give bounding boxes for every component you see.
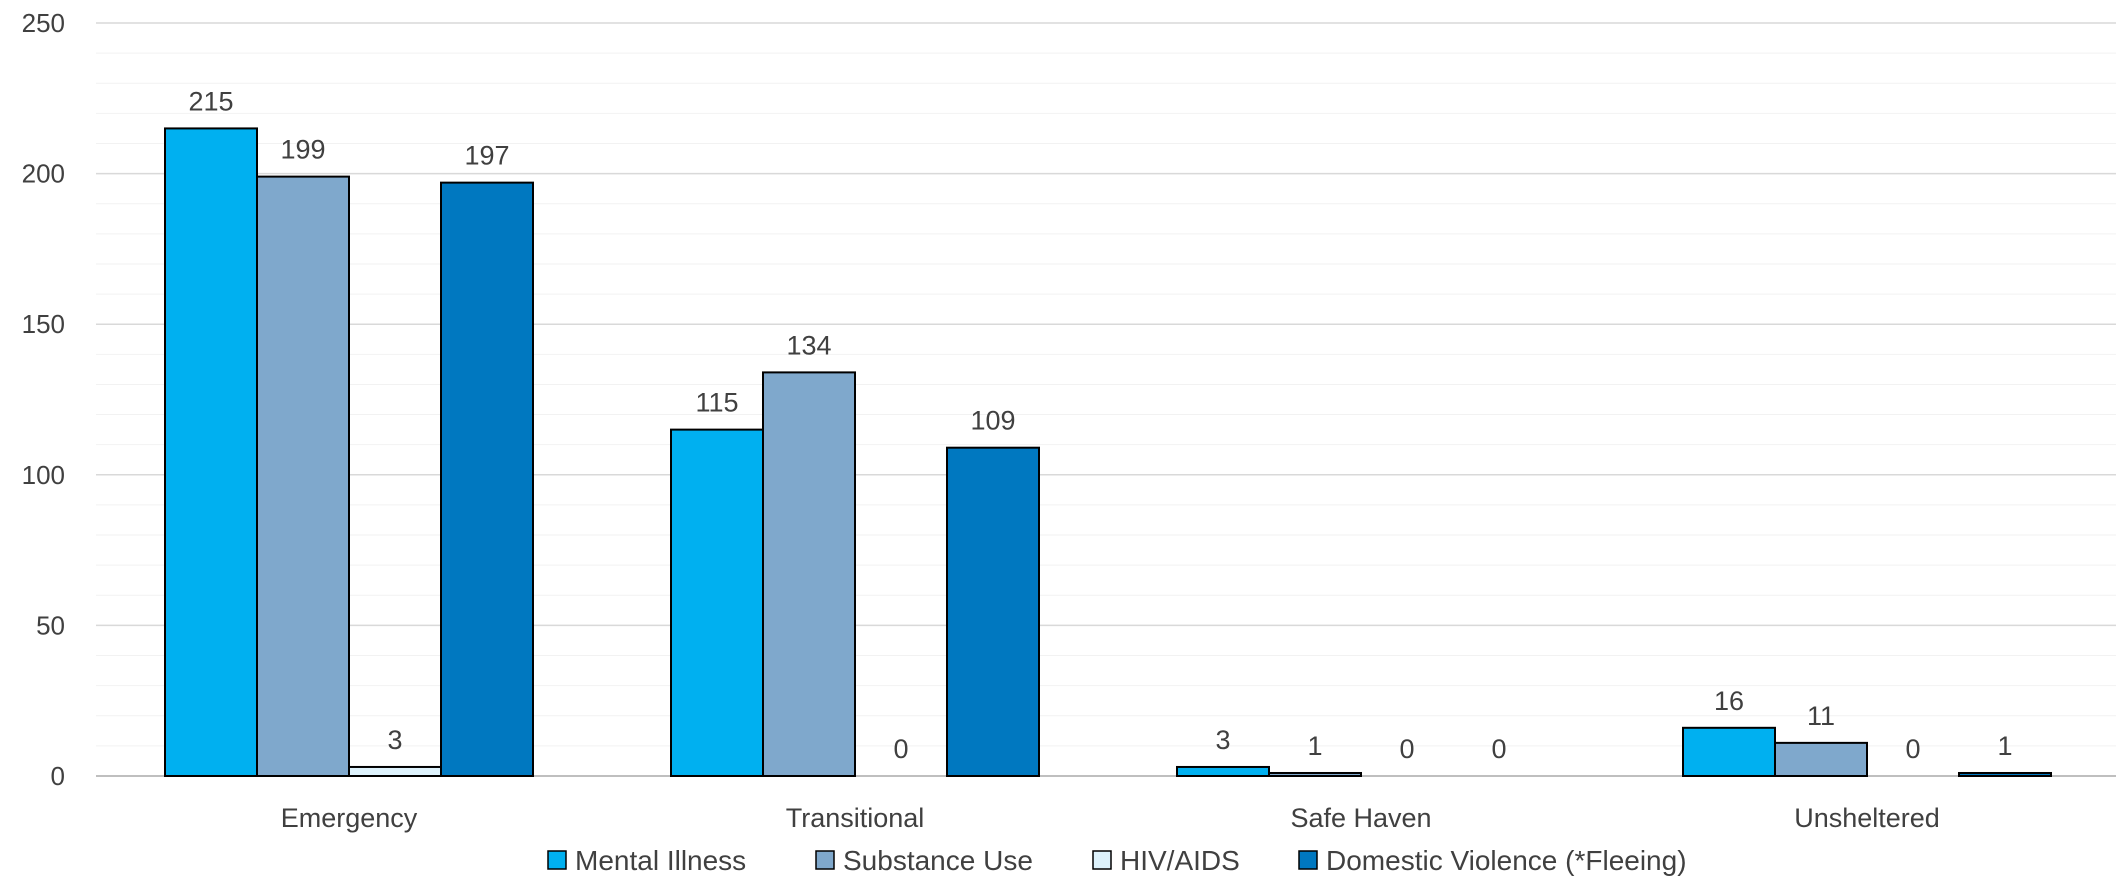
legend-label-hiv-aids: HIV/AIDS: [1120, 845, 1240, 876]
data-label-mental-illness-emergency: 215: [188, 86, 233, 116]
legend-label-domestic-violence-fleeing: Domestic Violence (*Fleeing): [1326, 845, 1687, 876]
y-tick-label: 50: [36, 610, 65, 640]
data-label-hiv-aids-safe-haven: 0: [1399, 734, 1414, 764]
bar-substance-use-transitional[interactable]: [762, 371, 856, 777]
bar-substance-use-safe-haven[interactable]: [1268, 771, 1362, 777]
data-label-domestic-violence-fleeing-transitional: 109: [970, 406, 1015, 436]
y-tick-label: 0: [51, 761, 65, 791]
legend: Mental Illness Substance Use HIV/AIDS Domes…: [547, 845, 1687, 876]
legend-swatch-hiv-aids: [1092, 850, 1112, 870]
bar-hiv-aids-emergency[interactable]: [348, 765, 442, 777]
data-label-hiv-aids-emergency: 3: [387, 725, 402, 755]
bar-mental-illness-unsheltered[interactable]: [1682, 726, 1776, 777]
legend-label-mental-illness: Mental Illness: [575, 845, 746, 876]
bar-layer: [164, 127, 2052, 778]
x-category-label: Emergency: [281, 803, 418, 833]
x-category-label: Transitional: [786, 803, 925, 833]
y-tick-label: 250: [22, 8, 65, 38]
bar-substance-use-unsheltered[interactable]: [1774, 741, 1868, 777]
data-label-domestic-violence-fleeing-unsheltered: 1: [1997, 731, 2012, 761]
y-tick-label: 100: [22, 460, 65, 490]
legend-swatch-substance-use: [815, 850, 835, 870]
y-tick-label: 200: [22, 159, 65, 189]
bar-domestic-violence-fleeing-transitional[interactable]: [946, 446, 1040, 777]
bar-substance-use-emergency[interactable]: [256, 175, 350, 777]
data-label-mental-illness-safe-haven: 3: [1215, 725, 1230, 755]
legend-swatch-domestic-violence-fleeing: [1298, 850, 1318, 870]
bar-mental-illness-safe-haven[interactable]: [1176, 765, 1270, 777]
data-label-hiv-aids-transitional: 0: [893, 734, 908, 764]
x-category-label: Safe Haven: [1290, 803, 1431, 833]
bar-mental-illness-emergency[interactable]: [164, 127, 258, 778]
data-label-domestic-violence-fleeing-safe-haven: 0: [1491, 734, 1506, 764]
data-label-substance-use-safe-haven: 1: [1307, 731, 1322, 761]
data-label-mental-illness-unsheltered: 16: [1714, 686, 1744, 716]
data-label-hiv-aids-unsheltered: 0: [1905, 734, 1920, 764]
legend-swatch-mental-illness: [547, 850, 567, 870]
x-category-label: Unsheltered: [1794, 803, 1940, 833]
legend-label-substance-use: Substance Use: [843, 845, 1033, 876]
data-label-domestic-violence-fleeing-emergency: 197: [464, 141, 509, 171]
label-layer: 215 199 3 197 115 134 0 109 3 1 0 0 16 11 0 1: [188, 86, 2012, 764]
data-label-mental-illness-transitional: 115: [695, 388, 738, 418]
data-label-substance-use-unsheltered: 11: [1807, 701, 1835, 731]
bar-domestic-violence-fleeing-unsheltered[interactable]: [1958, 771, 2052, 777]
bar-domestic-violence-fleeing-emergency[interactable]: [440, 181, 534, 778]
grid-layer: [96, 22, 2116, 747]
data-label-substance-use-emergency: 199: [280, 135, 325, 165]
bar-mental-illness-transitional[interactable]: [670, 428, 764, 777]
data-label-substance-use-transitional: 134: [786, 330, 831, 360]
y-tick-label: 150: [22, 309, 65, 339]
